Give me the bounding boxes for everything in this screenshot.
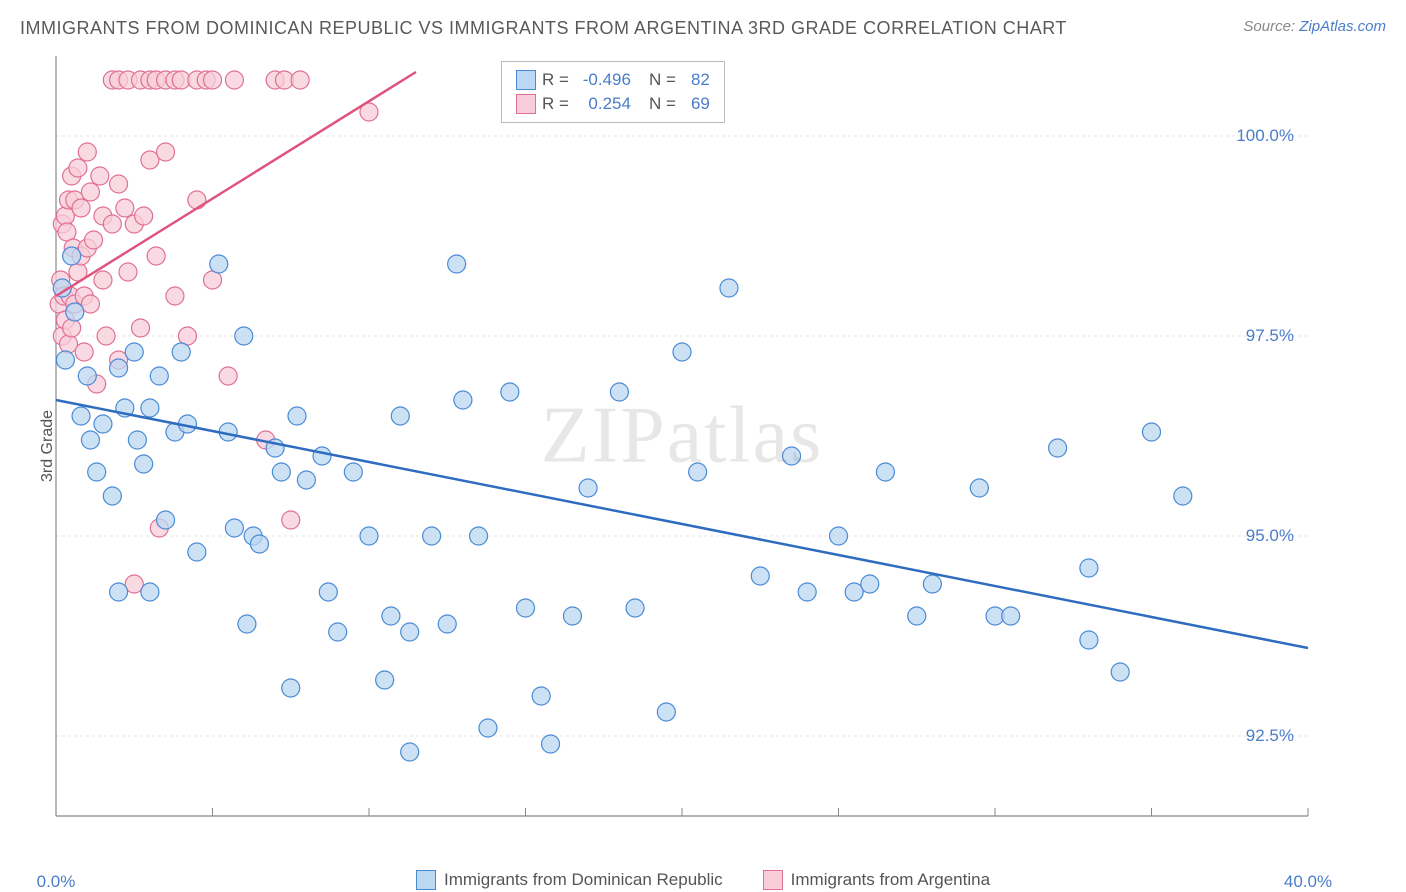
y-tick-label: 95.0% [1246, 526, 1294, 546]
y-tick-label: 100.0% [1236, 126, 1294, 146]
chart-svg [56, 56, 1308, 816]
stat-n-label: N = [649, 94, 676, 114]
stat-row-argentina: R = 0.254 N = 69 [516, 92, 710, 116]
y-tick-label: 92.5% [1246, 726, 1294, 746]
chart-title: IMMIGRANTS FROM DOMINICAN REPUBLIC VS IM… [20, 18, 1067, 39]
source-value: ZipAtlas.com [1299, 18, 1386, 35]
stat-swatch-pink [516, 94, 536, 114]
legend-item-dominican: Immigrants from Dominican Republic [416, 870, 723, 890]
stat-n-value-dominican: 82 [682, 70, 710, 90]
stat-r-value-dominican: -0.496 [575, 70, 631, 90]
stat-r-label: R = [542, 70, 569, 90]
legend-item-argentina: Immigrants from Argentina [763, 870, 990, 890]
correlation-stats-box: R = -0.496 N = 82 R = 0.254 N = 69 [501, 61, 725, 123]
y-axis-label: 3rd Grade [39, 410, 57, 482]
stat-r-value-argentina: 0.254 [575, 94, 631, 114]
source-credit: Source: ZipAtlas.com [1243, 18, 1386, 35]
plot-area: ZIPatlas R = -0.496 N = 82 R = 0.254 N =… [56, 56, 1308, 816]
legend-swatch-pink [763, 870, 783, 890]
stat-n-value-argentina: 69 [682, 94, 710, 114]
stat-swatch-blue [516, 70, 536, 90]
legend-bottom: Immigrants from Dominican Republic Immig… [0, 870, 1406, 890]
stat-r-label: R = [542, 94, 569, 114]
legend-swatch-blue [416, 870, 436, 890]
stat-n-label: N = [649, 70, 676, 90]
stat-row-dominican: R = -0.496 N = 82 [516, 68, 710, 92]
legend-label-argentina: Immigrants from Argentina [791, 870, 990, 890]
source-label: Source: [1243, 18, 1299, 35]
y-tick-label: 97.5% [1246, 326, 1294, 346]
legend-label-dominican: Immigrants from Dominican Republic [444, 870, 723, 890]
